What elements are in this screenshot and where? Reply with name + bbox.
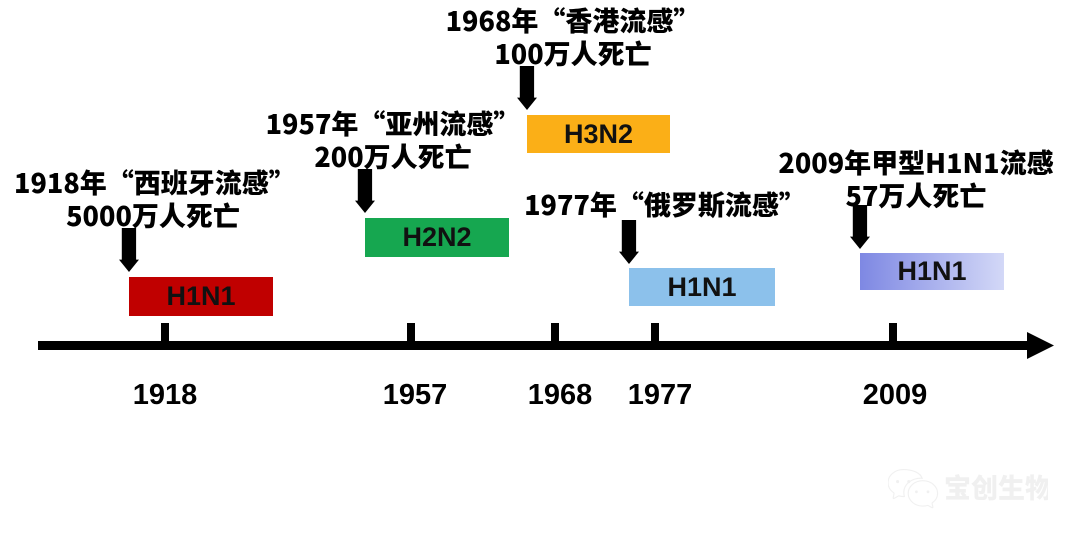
svg-text:宝创生物: 宝创生物 <box>944 468 1048 506</box>
